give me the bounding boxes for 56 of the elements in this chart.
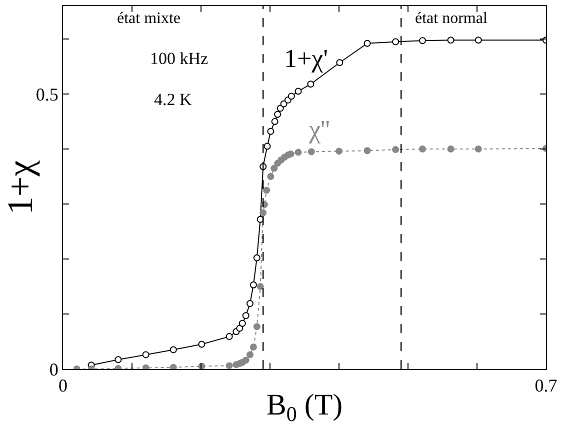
point: [242, 356, 250, 364]
series-label: χ'': [308, 115, 330, 144]
point: [267, 128, 274, 135]
point: [226, 333, 233, 340]
point: [288, 92, 295, 100]
point: [447, 36, 454, 44]
point: [260, 209, 267, 216]
point: [250, 281, 257, 288]
point: [250, 344, 257, 350]
annotation: état mixte: [117, 10, 181, 27]
point: [267, 173, 274, 180]
x-axis-title: B$_{0}$ (T): [266, 388, 343, 426]
point: [294, 148, 302, 156]
point: [246, 351, 254, 358]
point: [170, 346, 177, 354]
point: [474, 36, 482, 44]
point: [142, 351, 150, 358]
point: [280, 100, 288, 108]
point: [198, 340, 206, 348]
point: [308, 148, 315, 156]
y-axis-title: 1+χ: [0, 160, 40, 215]
point: [447, 146, 454, 152]
point: [364, 147, 371, 154]
point: [238, 320, 246, 327]
point: [264, 142, 271, 150]
annotation: 4.2 K: [154, 90, 192, 109]
point: [336, 148, 342, 155]
annotation: 100 kHz: [150, 49, 209, 68]
point: [274, 110, 282, 118]
point: [263, 186, 270, 194]
point: [270, 164, 278, 172]
point: [226, 362, 233, 369]
x-tick-label: 0.7: [534, 376, 558, 396]
annotation: état normal: [415, 10, 488, 27]
point: [253, 323, 260, 330]
point: [253, 254, 260, 262]
point: [392, 146, 400, 154]
y-tick-label: 0.5: [36, 84, 58, 104]
point: [236, 324, 244, 332]
point: [392, 38, 400, 46]
point: [246, 300, 254, 308]
point: [418, 37, 426, 44]
point: [114, 356, 122, 364]
point: [474, 146, 482, 152]
point: [271, 118, 278, 125]
point: [256, 283, 264, 290]
point: [287, 150, 294, 158]
point: [276, 104, 284, 112]
series-label: 1+χ': [284, 44, 328, 73]
point: [418, 146, 426, 152]
point: [170, 364, 177, 369]
point: [242, 312, 250, 320]
point: [307, 80, 314, 88]
point: [364, 40, 371, 47]
point: [294, 88, 302, 95]
point: [336, 59, 344, 66]
